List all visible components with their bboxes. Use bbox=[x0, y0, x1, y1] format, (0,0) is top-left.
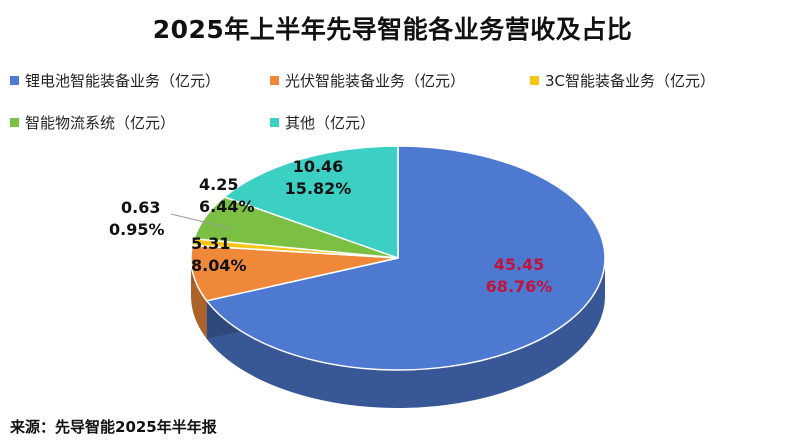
pie-side-0-0 bbox=[206, 258, 606, 408]
legend-item-3c: 3C智能装备业务（亿元） bbox=[530, 70, 715, 91]
legend-swatch-logistics bbox=[10, 118, 19, 127]
legend-label-logistics: 智能物流系统（亿元） bbox=[25, 114, 176, 132]
legend-label-lithium: 锂电池智能装备业务（亿元） bbox=[25, 72, 221, 90]
legend-item-other: 其他（亿元） bbox=[270, 112, 375, 133]
legend-item-pv: 光伏智能装备业务（亿元） bbox=[270, 70, 465, 91]
data-label-percent-1: 8.04% bbox=[191, 256, 247, 275]
pie-layer bbox=[190, 145, 606, 408]
legend-row-1: 锂电池智能装备业务（亿元） 光伏智能装备业务（亿元） 3C智能装备业务（亿元） bbox=[10, 70, 780, 94]
legend-swatch-3c bbox=[530, 76, 539, 85]
chart-legend: 锂电池智能装备业务（亿元） 光伏智能装备业务（亿元） 3C智能装备业务（亿元） … bbox=[10, 70, 780, 154]
leader-line-3c bbox=[170, 213, 234, 230]
pie-slice-0 bbox=[205, 145, 606, 371]
label-layer: 45.45 68.76% 5.31 8.04% 0.63 0.95% 4.25 6.44% 10… bbox=[109, 157, 552, 296]
legend-swatch-lithium bbox=[10, 76, 19, 85]
legend-label-3c: 3C智能装备业务（亿元） bbox=[545, 72, 716, 90]
data-label-percent-4: 15.82% bbox=[285, 179, 352, 198]
data-label-percent-2: 0.95% bbox=[109, 220, 165, 239]
source-note: 来源：先导智能2025年半年报 bbox=[10, 418, 217, 436]
pie-slice-4 bbox=[222, 145, 399, 260]
legend-swatch-other bbox=[270, 118, 279, 127]
legend-label-pv: 光伏智能装备业务（亿元） bbox=[285, 72, 466, 90]
data-label-percent-0: 68.76% bbox=[486, 277, 553, 296]
data-label-value-0: 45.45 bbox=[494, 255, 545, 274]
legend-row-2: 智能物流系统（亿元） 其他（亿元） bbox=[10, 112, 780, 136]
legend-item-logistics: 智能物流系统（亿元） bbox=[10, 112, 175, 133]
legend-item-lithium: 锂电池智能装备业务（亿元） bbox=[10, 70, 220, 91]
data-label-value-4: 10.46 bbox=[293, 157, 344, 176]
legend-label-other: 其他（亿元） bbox=[285, 114, 376, 132]
chart-title: 2025年上半年先导智能各业务营收及占比 bbox=[152, 15, 633, 44]
data-label-value-2: 0.63 bbox=[121, 198, 160, 217]
pie-side-1-0 bbox=[191, 258, 207, 339]
data-label-value-1: 5.31 bbox=[191, 234, 230, 253]
data-label-percent-3: 6.44% bbox=[199, 197, 255, 216]
pie-slice-1 bbox=[190, 244, 399, 302]
data-label-value-3: 4.25 bbox=[199, 175, 238, 194]
legend-swatch-pv bbox=[270, 76, 279, 85]
